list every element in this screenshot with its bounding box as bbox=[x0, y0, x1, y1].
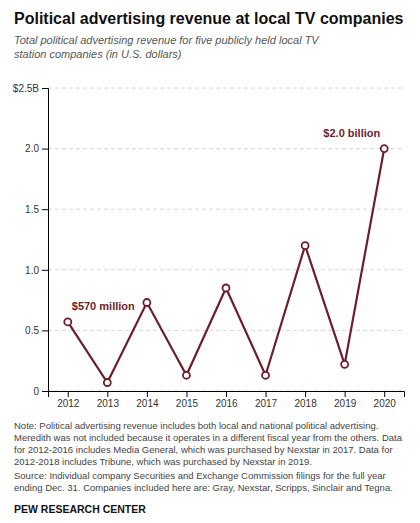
plot-area bbox=[64, 145, 387, 386]
x-tick-label: 2012 bbox=[57, 398, 80, 409]
source: Source: Individual company Securities an… bbox=[14, 470, 393, 493]
marker bbox=[223, 284, 230, 291]
text-line: Note: Political advertising revenue incl… bbox=[14, 420, 378, 431]
x-tick-label: 2016 bbox=[215, 398, 238, 409]
x-tick: 2013 bbox=[97, 391, 120, 409]
subtitle: Total political advertising revenue for … bbox=[14, 34, 320, 60]
y-tick-mark bbox=[42, 209, 48, 210]
x-tick-mark bbox=[107, 391, 108, 397]
x-tick-label: 2018 bbox=[294, 398, 317, 409]
y-tick: 1.5 bbox=[25, 204, 48, 215]
x-tick-mark bbox=[266, 391, 267, 397]
x-tick-label: 2020 bbox=[374, 398, 397, 409]
annotation: $570 million bbox=[72, 300, 135, 312]
x-tick: 2018 bbox=[294, 391, 317, 409]
y-tick-label: 1.5 bbox=[25, 204, 39, 215]
x-tick-mark bbox=[147, 391, 148, 397]
footer: PEW RESEARCH CENTER bbox=[14, 503, 146, 515]
title: Political advertising revenue at local T… bbox=[14, 10, 404, 27]
y-tick-mark bbox=[42, 270, 48, 271]
y-tick-mark bbox=[42, 149, 48, 150]
y-axis-line bbox=[42, 89, 49, 392]
x-tick: 2020 bbox=[374, 391, 397, 409]
y-tick: 0 bbox=[33, 386, 48, 397]
x-tick-label: 2014 bbox=[136, 398, 159, 409]
x-tick-mark bbox=[226, 391, 227, 397]
annotation: $2.0 billion bbox=[323, 127, 380, 139]
marker bbox=[183, 372, 190, 379]
x-tick-mark bbox=[345, 391, 346, 397]
text-line: Meredith was not included because it ope… bbox=[14, 432, 403, 443]
x-tick: 2016 bbox=[215, 391, 238, 409]
grid-line bbox=[48, 88, 404, 89]
chart: Political advertising revenue at local T… bbox=[0, 0, 420, 523]
marker bbox=[104, 379, 111, 386]
y-axis: 0 0.5 1.0 1.5 2.0 $2.5B bbox=[13, 83, 49, 397]
grid bbox=[48, 88, 404, 391]
grid-line bbox=[48, 209, 404, 210]
y-tick-label: 1.0 bbox=[25, 265, 39, 276]
x-tick: 2014 bbox=[136, 391, 159, 409]
text-line: ending Dec. 31. Companies included here … bbox=[14, 482, 393, 493]
x-axis: 2012 2013 2014 2015 2016 2017 2018 2019 2020 bbox=[49, 391, 405, 409]
text-line: Total political advertising revenue for … bbox=[14, 34, 320, 46]
marker bbox=[262, 372, 269, 379]
y-tick-label: 2.0 bbox=[25, 143, 39, 154]
x-tick-mark bbox=[68, 391, 69, 397]
grid-line bbox=[48, 269, 404, 270]
y-tick: 2.0 bbox=[25, 143, 48, 154]
x-tick-label: 2013 bbox=[97, 398, 120, 409]
y-tick-label: 0.5 bbox=[25, 325, 39, 336]
text-line: 2012-2018 includes Tribune, which was pu… bbox=[14, 456, 312, 467]
y-tick-mark bbox=[42, 391, 48, 392]
x-tick: 2015 bbox=[176, 391, 199, 409]
marker bbox=[143, 299, 150, 306]
text-line: for 2012-2016 includes Media General, wh… bbox=[14, 444, 393, 455]
grid-line bbox=[48, 148, 404, 149]
x-tick-label: 2019 bbox=[334, 398, 357, 409]
y-tick: $2.5B bbox=[13, 83, 48, 94]
line bbox=[68, 149, 384, 383]
text-line: station companies (in U.S. dollars) bbox=[14, 48, 182, 60]
text-line: Political advertising revenue at local T… bbox=[14, 10, 404, 27]
x-axis-line bbox=[49, 392, 405, 398]
marker bbox=[302, 242, 309, 249]
note: Note: Political advertising revenue incl… bbox=[14, 420, 403, 467]
x-tick-label: 2017 bbox=[255, 398, 278, 409]
x-tick-mark bbox=[186, 391, 187, 397]
y-tick-label: $2.5B bbox=[13, 83, 39, 94]
marker bbox=[64, 318, 71, 325]
y-tick: 0.5 bbox=[25, 325, 48, 336]
y-tick-mark bbox=[42, 88, 48, 89]
x-tick-mark bbox=[384, 391, 385, 397]
y-tick: 1.0 bbox=[25, 265, 48, 276]
x-tick: 2017 bbox=[255, 391, 278, 409]
y-tick-mark bbox=[42, 330, 48, 331]
x-tick: 2012 bbox=[57, 391, 80, 409]
x-tick-label: 2015 bbox=[176, 398, 199, 409]
text-line: Source: Individual company Securities an… bbox=[14, 470, 386, 481]
y-tick-label: 0 bbox=[33, 386, 39, 397]
x-tick: 2019 bbox=[334, 391, 357, 409]
marker bbox=[381, 145, 388, 152]
marker bbox=[341, 361, 348, 368]
x-tick-mark bbox=[305, 391, 306, 397]
